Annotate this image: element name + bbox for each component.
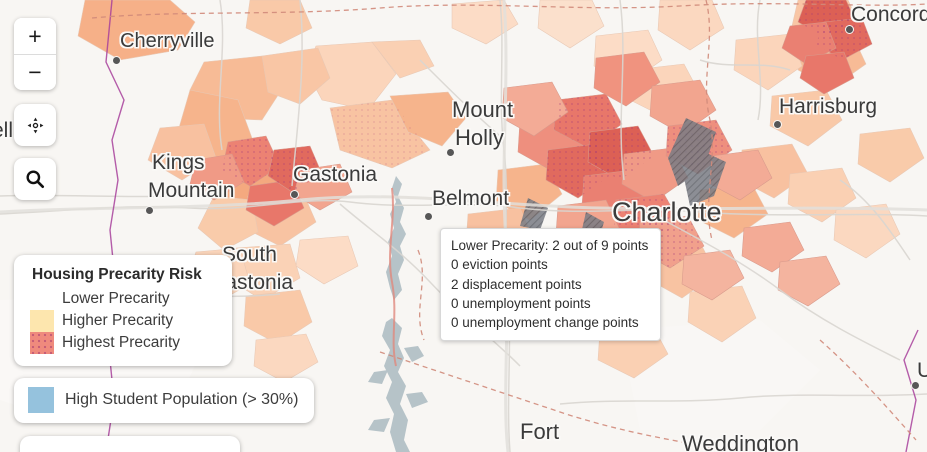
legend-swatch	[30, 332, 54, 354]
legend-item: Lower Precarity	[30, 288, 216, 310]
tooltip-line: 0 unemployment points	[451, 295, 591, 311]
legend-item-label: Higher Precarity	[62, 312, 174, 329]
tooltip-lines: Lower Precarity: 2 out of 9 points 0 evic…	[451, 236, 648, 332]
search-icon	[26, 170, 45, 189]
legend-swatch	[30, 310, 54, 332]
city-marker-dot[interactable]	[911, 381, 920, 390]
tract-info-tooltip: Lower Precarity: 2 out of 9 points 0 evic…	[440, 228, 662, 342]
legend-swatch	[30, 288, 54, 310]
legend-housing-precarity-risk: Housing Precarity Risk Lower Precarity Hi…	[14, 255, 232, 366]
city-marker-dot[interactable]	[290, 190, 299, 199]
city-marker-dot[interactable]	[446, 148, 455, 157]
legend-item-label: Lower Precarity	[62, 290, 170, 307]
city-marker-dot[interactable]	[112, 56, 121, 65]
tooltip-line: Lower Precarity: 2 out of 9 points	[451, 238, 649, 253]
legend-item: Highest Precarity	[30, 332, 216, 354]
city-marker-dot[interactable]	[845, 25, 854, 34]
city-marker-dot[interactable]	[424, 212, 433, 221]
legend-high-student-population: High Student Population (> 30%)	[14, 378, 315, 423]
search-button[interactable]	[14, 158, 56, 200]
zoom-out-button[interactable]: −	[14, 54, 56, 90]
zoom-in-button[interactable]: +	[14, 18, 56, 54]
legend-item: Higher Precarity	[30, 310, 216, 332]
student-population-label: High Student Population (> 30%)	[65, 391, 299, 408]
zoom-control-group: + −	[14, 18, 56, 90]
crosshair-locate-icon	[27, 117, 43, 133]
tooltip-line: 0 unemployment change points	[451, 315, 639, 331]
student-population-swatch	[28, 387, 54, 413]
legend-title: Housing Precarity Risk	[32, 266, 202, 283]
city-marker-dot[interactable]	[773, 120, 782, 129]
legend-item-label: Highest Precarity	[62, 334, 181, 351]
map-controls: + −	[14, 18, 56, 200]
tooltip-line: 0 eviction points	[451, 257, 548, 273]
city-marker-dot[interactable]	[145, 206, 154, 215]
legend-secondary-panel[interactable]	[20, 436, 240, 452]
legend-rows: Lower Precarity Higher Precarity Highest P…	[30, 288, 216, 354]
locate-button[interactable]	[14, 104, 56, 146]
tooltip-line: 2 displacement points	[451, 276, 582, 292]
